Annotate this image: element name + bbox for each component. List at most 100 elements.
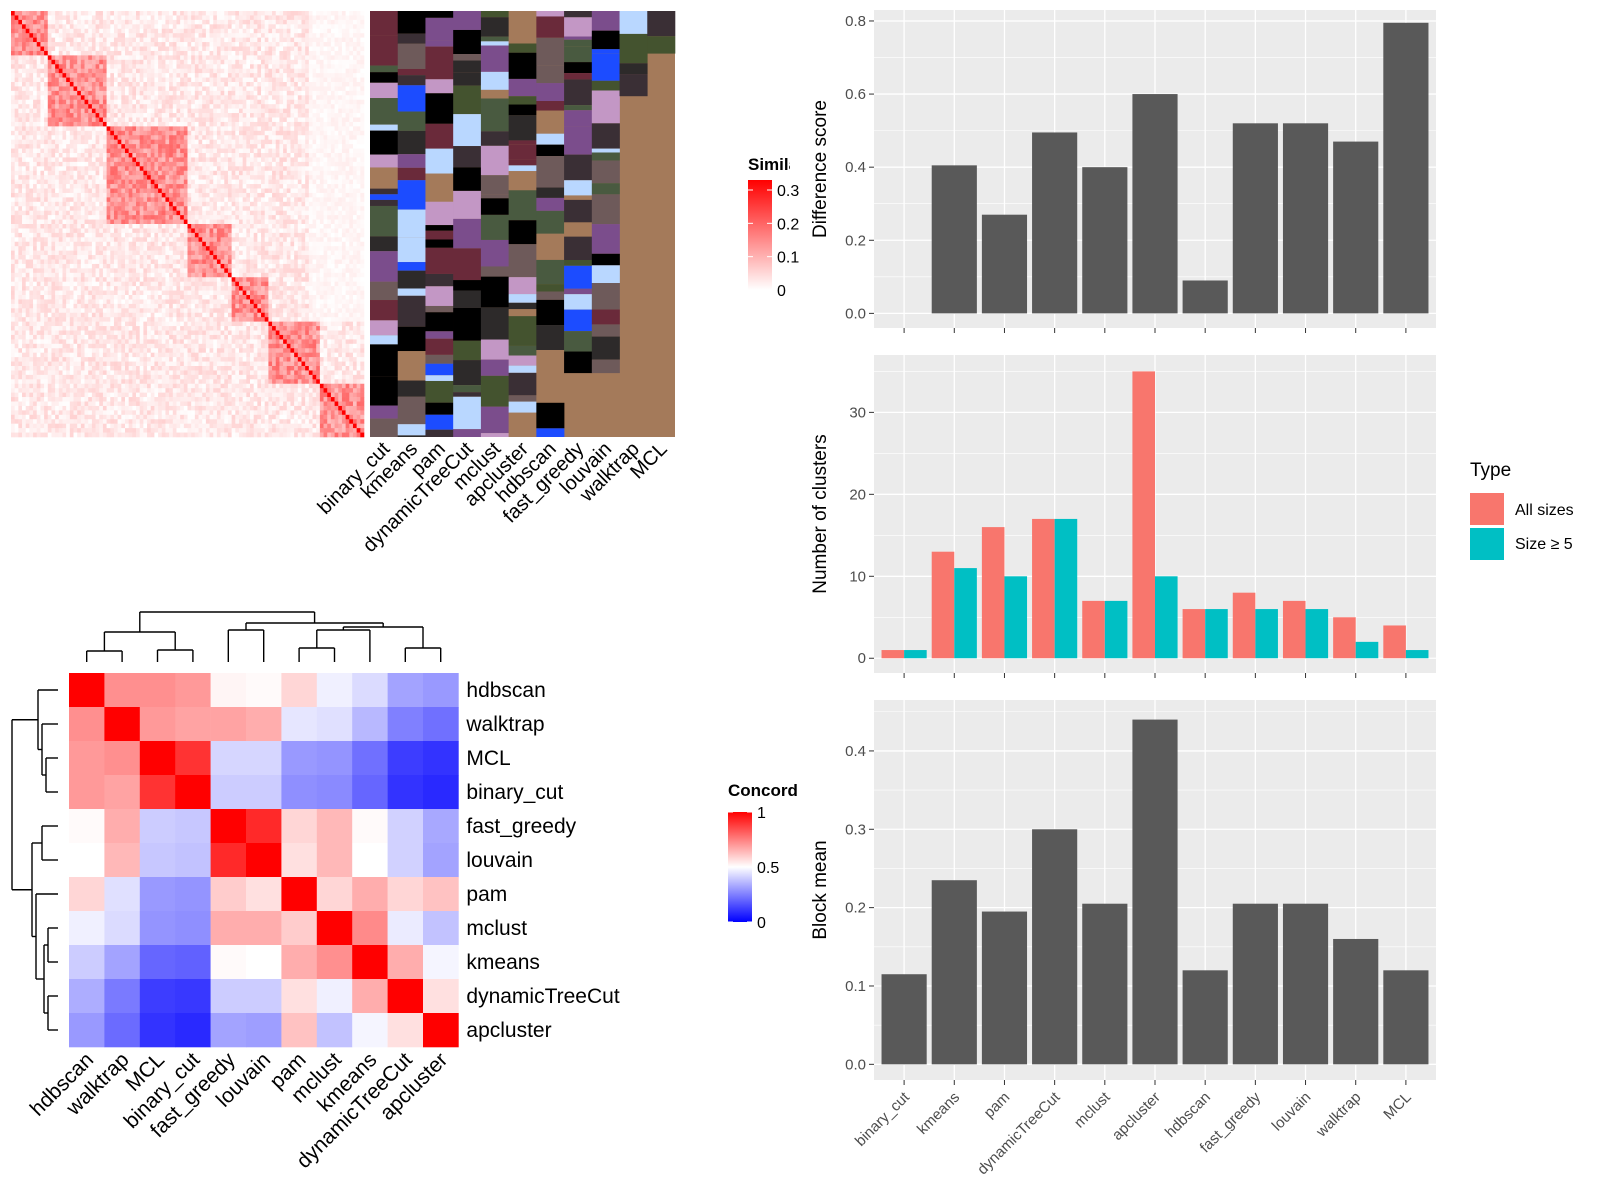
concordance-legend-tick: 1	[757, 805, 766, 822]
concordance-cell	[316, 707, 353, 742]
concordance-cell	[104, 775, 141, 810]
concordance-cell	[246, 673, 282, 708]
concordance-cell	[281, 673, 318, 708]
concordance-cell	[387, 945, 424, 980]
y-tick-label: 0.1	[845, 978, 866, 995]
concordance-cell	[246, 1013, 282, 1048]
bar	[881, 974, 927, 1065]
concordance-cell	[210, 673, 247, 708]
concordance-cell	[210, 945, 247, 980]
legend-label-all-sizes: All sizes	[1515, 502, 1574, 519]
concordance-cell	[352, 741, 388, 776]
concordance-cell	[246, 911, 282, 946]
concordance-heatmap	[69, 673, 459, 1048]
concordance-cell	[387, 979, 424, 1014]
bar	[1104, 600, 1128, 659]
x-tick-label: binary_cut	[852, 1088, 914, 1150]
concordance-cell	[352, 911, 388, 946]
bar	[1333, 141, 1379, 314]
bar	[1282, 123, 1329, 314]
concordance-row-label: fast_greedy	[466, 815, 576, 838]
bar	[1355, 641, 1379, 659]
concordance-cell	[210, 979, 247, 1014]
similarity-legend: Simila 0 0.1 0.2 0.3	[748, 155, 799, 300]
concordance-cell	[281, 809, 318, 844]
bar	[931, 165, 977, 314]
bar	[931, 551, 955, 659]
concordance-cell	[281, 911, 318, 946]
concordance-cell	[175, 843, 211, 878]
concordance-cell	[175, 809, 211, 844]
concordance-cell	[423, 945, 459, 980]
concordance-cell	[139, 707, 176, 742]
bar	[1032, 518, 1055, 659]
bar	[1282, 903, 1329, 1065]
concordance-cell	[69, 1013, 105, 1048]
bar	[954, 568, 977, 659]
bar	[981, 214, 1028, 314]
concordance-cell	[175, 911, 211, 946]
concordance-cell	[352, 775, 388, 810]
bar	[1004, 576, 1028, 659]
concordance-row-label: louvain	[466, 849, 533, 872]
bar	[1333, 617, 1356, 659]
concordance-row-label: mclust	[466, 917, 527, 940]
bar	[1132, 371, 1155, 659]
concordance-cell	[69, 979, 105, 1014]
concordance-cell	[316, 741, 353, 776]
concordance-cell	[69, 673, 105, 708]
concordance-cell	[316, 673, 353, 708]
concordance-cell	[104, 707, 141, 742]
concordance-cell	[246, 707, 282, 742]
concordance-cell	[316, 945, 353, 980]
concordance-cell	[139, 911, 176, 946]
concordance-cell	[316, 911, 353, 946]
concordance-cell	[387, 809, 424, 844]
concordance-cell	[423, 673, 459, 708]
concordance-cell	[423, 707, 459, 742]
concordance-cell	[210, 843, 247, 878]
bar	[1383, 625, 1406, 659]
concordance-row-label: pam	[466, 883, 507, 906]
legend-key-size-ge-5	[1470, 528, 1504, 560]
similarity-legend-tick: 0	[777, 283, 786, 300]
similarity-legend-tick: 0.1	[777, 250, 799, 267]
concordance-cell	[139, 809, 176, 844]
concordance-cell	[423, 911, 459, 946]
concordance-cell	[281, 775, 318, 810]
concordance-cell	[210, 1013, 247, 1048]
block-mean-bar-chart: 0.0 0.1 0.2 0.3 0.4 Block mean binary_cut kmean…	[810, 700, 1436, 1178]
concordance-row-label: apcluster	[466, 1019, 551, 1042]
x-tick-label: apcluster	[1109, 1089, 1164, 1144]
concordance-row-labels: hdbscan walktrap MCL binary_cut fast_greedyl…	[465, 679, 619, 1042]
concordance-cell	[139, 673, 176, 708]
concordance-cell	[210, 911, 247, 946]
concordance-cell	[210, 877, 247, 912]
bar	[1333, 938, 1379, 1065]
concordance-cell	[175, 707, 211, 742]
concordance-cell	[423, 809, 459, 844]
concordance-legend: Concord 0 0.5 1	[728, 781, 798, 932]
concordance-cell	[104, 979, 141, 1014]
similarity-legend-tick: 0.3	[777, 183, 799, 200]
concordance-cell	[352, 945, 388, 980]
concordance-cell	[175, 1013, 211, 1048]
concordance-cell	[387, 775, 424, 810]
concordance-cell	[104, 877, 141, 912]
concordance-cell	[316, 809, 353, 844]
bar	[981, 527, 1005, 659]
concordance-cell	[69, 707, 105, 742]
bar	[981, 911, 1028, 1065]
concordance-cell	[69, 741, 105, 776]
concordance-cell	[175, 673, 211, 708]
similarity-legend-title: Simila	[748, 155, 799, 174]
concordance-cell	[281, 979, 318, 1014]
concordance-cell	[175, 877, 211, 912]
concordance-cell	[246, 945, 282, 980]
bar	[1082, 167, 1128, 314]
bar	[1305, 609, 1329, 659]
type-legend-title: Type	[1470, 460, 1511, 481]
bar	[1054, 518, 1078, 659]
concordance-cell	[316, 1013, 353, 1048]
